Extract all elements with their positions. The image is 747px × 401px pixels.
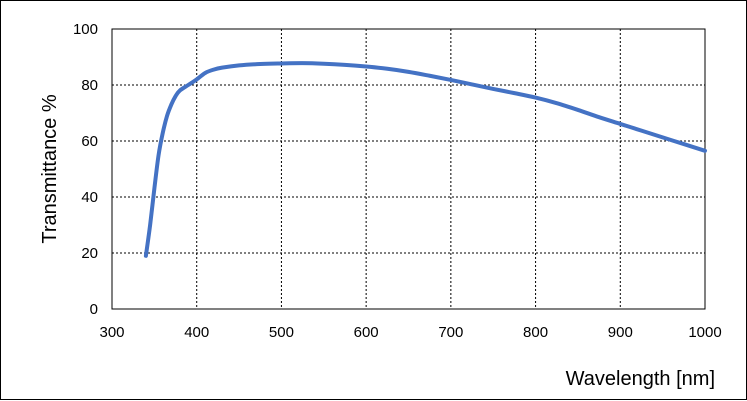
x-tick-label: 700 <box>438 324 463 341</box>
x-tick-label: 500 <box>269 324 294 341</box>
y-tick-label: 80 <box>81 77 98 94</box>
y-tick-label: 60 <box>81 133 98 150</box>
x-tick-label: 300 <box>99 324 124 341</box>
series-line-0 <box>143 61 707 258</box>
y-tick-label: 0 <box>90 301 98 318</box>
x-tick-label: 600 <box>354 324 379 341</box>
tick-labels: 0 20 40 60 80 100 300 400 500 600 700 800 900 1000 <box>73 21 722 341</box>
x-tick-label: 1000 <box>688 324 721 341</box>
series-layer <box>143 61 707 258</box>
y-axis-title: Transmittance % <box>39 94 61 244</box>
y-tick-label: 20 <box>81 245 98 262</box>
x-tick-label: 800 <box>523 324 548 341</box>
grid <box>112 29 705 309</box>
y-tick-label: 100 <box>73 21 98 38</box>
y-tick-label: 40 <box>81 189 98 206</box>
x-axis-title: Wavelength [nm] <box>566 368 715 390</box>
plot-area <box>111 28 706 310</box>
x-tick-label: 400 <box>184 324 209 341</box>
x-tick-label: 900 <box>608 324 633 341</box>
